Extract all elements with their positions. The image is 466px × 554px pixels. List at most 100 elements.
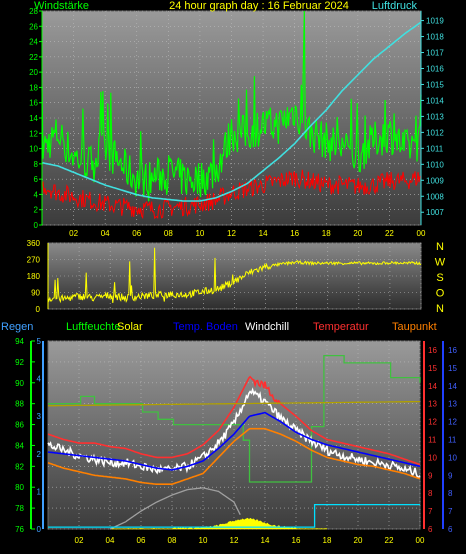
soil-temperature-tick: 14	[448, 382, 457, 391]
temperature-tick: 11	[428, 435, 437, 444]
panel3-x-tick: 08	[168, 536, 177, 545]
humidity-tick: 94	[15, 337, 24, 346]
panel3-x-tick: 20	[354, 536, 363, 545]
legend-item-temperatur: Temperatur	[313, 321, 369, 333]
humidity-tick: 84	[15, 441, 24, 450]
humidity-tick: 88	[15, 400, 24, 409]
legend-item-solar: Solar	[117, 321, 143, 333]
panel3-x-tick: 02	[75, 536, 84, 545]
panel1-right-tick: 1011	[426, 144, 444, 153]
panel2-series	[47, 247, 422, 304]
panel1-x-tick: 06	[132, 229, 141, 238]
panel1-x-tick: 00	[417, 229, 426, 238]
rain-tick: 3	[37, 412, 42, 421]
soil-temperature-tick: 6	[448, 525, 453, 534]
panel3-x-tick: 00	[416, 536, 425, 545]
panel1-left-tick: 28	[29, 7, 38, 16]
legend-item-regen: Regen	[1, 321, 33, 333]
panel1-right-tick: 1018	[426, 33, 444, 42]
panel1-left-tick: 6	[34, 175, 39, 184]
panel1-right-tick: 1010	[426, 160, 444, 169]
panel1-series-pressure	[41, 21, 422, 202]
panel1-right-tick: 1008	[426, 192, 444, 201]
panel1-left-tick: 10	[29, 145, 38, 154]
panel3-x-tick: 22	[385, 536, 394, 545]
wind-strength-label: Windstärke	[34, 0, 89, 12]
panel1-left-tick: 20	[29, 68, 38, 77]
legend-item-taupunkt: Taupunkt	[392, 321, 437, 333]
panel3-x-tick: 18	[323, 536, 332, 545]
panel1-left-tick: 14	[29, 114, 38, 123]
panel1-right-tick: 1019	[426, 17, 444, 26]
humidity-tick: 86	[15, 421, 24, 430]
humidity-tick: 90	[15, 379, 24, 388]
panel1-x-tick: 22	[385, 229, 394, 238]
panel3-series	[47, 354, 421, 530]
panel3-series-luftfeuchte	[48, 354, 421, 483]
panel3-series-temperatur	[47, 375, 421, 466]
panel1-left-tick: 12	[29, 129, 38, 138]
panel2-left-tick: 90	[31, 289, 40, 298]
panel1-right-tick: 1015	[426, 80, 444, 89]
compass-label: N	[436, 241, 444, 253]
panel1-x-tick: 20	[353, 229, 362, 238]
rain-tick: 4	[37, 375, 42, 384]
legend-item-luftfeuchte: Luftfeuchte	[66, 321, 120, 333]
panel2-grid	[48, 242, 422, 310]
panel1-x-tick: 16	[290, 229, 299, 238]
panel1-x-ticks: 02 04 06 08 10 12 14 16 18 20 22 00	[69, 229, 426, 238]
panel1-series	[41, 10, 422, 220]
temperature-tick: 13	[428, 400, 437, 409]
temperature-tick: 15	[428, 364, 437, 373]
soil-temperature-tick: 10	[448, 453, 457, 462]
soil-temperature-tick: 11	[448, 435, 457, 444]
panel1-right-tick: 1013	[426, 112, 444, 121]
humidity-tick: 92	[15, 358, 24, 367]
temperature-tick: 8	[428, 489, 433, 498]
compass-label: W	[435, 257, 446, 269]
panel3-series-windchill	[47, 387, 421, 478]
panel2-left-tick: 270	[27, 256, 41, 265]
panel2-left-tick: 180	[27, 272, 41, 281]
panel3-x-tick: 04	[106, 536, 115, 545]
panel2-series-wind-direction	[47, 247, 422, 304]
rain-tick: 5	[37, 337, 42, 346]
panel1-left-tick: 4	[34, 190, 39, 199]
soil-temperature-tick: 8	[448, 489, 453, 498]
panel3-series-regen	[48, 503, 420, 528]
soil-temperature-tick: 12	[448, 418, 457, 427]
panel3-series-bodenfeuchte	[47, 400, 420, 407]
temperature-tick: 10	[428, 453, 437, 462]
panel1-left-tick: 16	[29, 99, 38, 108]
humidity-tick: 80	[15, 483, 24, 492]
panel1-left-tick: 24	[29, 38, 38, 47]
chart-title: 24 hour graph day : 16 Februar 2024	[169, 0, 349, 12]
panel1-series-Böen	[41, 169, 422, 220]
panel1-right-tick: 1014	[426, 96, 444, 105]
panel1-left-tick: 2	[34, 206, 39, 215]
compass-label: O	[436, 288, 445, 300]
panel2-left-tick: 0	[36, 305, 41, 314]
panel1-left-tick: 22	[29, 53, 38, 62]
rain-tick: 0	[37, 525, 42, 534]
panel3-grid	[48, 340, 421, 530]
rain-tick: 1	[37, 487, 42, 496]
panel1-x-tick: 08	[164, 229, 173, 238]
panel3-x-tick: 12	[230, 536, 239, 545]
temperature-tick: 16	[428, 346, 437, 355]
panel3-series-solar	[109, 487, 241, 530]
panel2-left-ticks: 0 90 180 270 360	[27, 239, 49, 314]
panel1-right-ticks: 1007 1008 1009 1010 1011 1012 1013 1014 1015 1016…	[420, 11, 444, 225]
temperature-tick: 14	[428, 382, 437, 391]
temperature-humidity-panel: 7678808284868890929401234567891011121314…	[15, 337, 457, 545]
panel3-x-tick: 10	[199, 536, 208, 545]
panel3-x-tick: 14	[261, 536, 270, 545]
legend-item-tempboden: Temp. Boden	[173, 321, 238, 333]
panel1-x-tick: 02	[69, 229, 78, 238]
panel1-right-tick: 1017	[426, 49, 444, 58]
panel1-left-tick: 0	[34, 221, 39, 230]
